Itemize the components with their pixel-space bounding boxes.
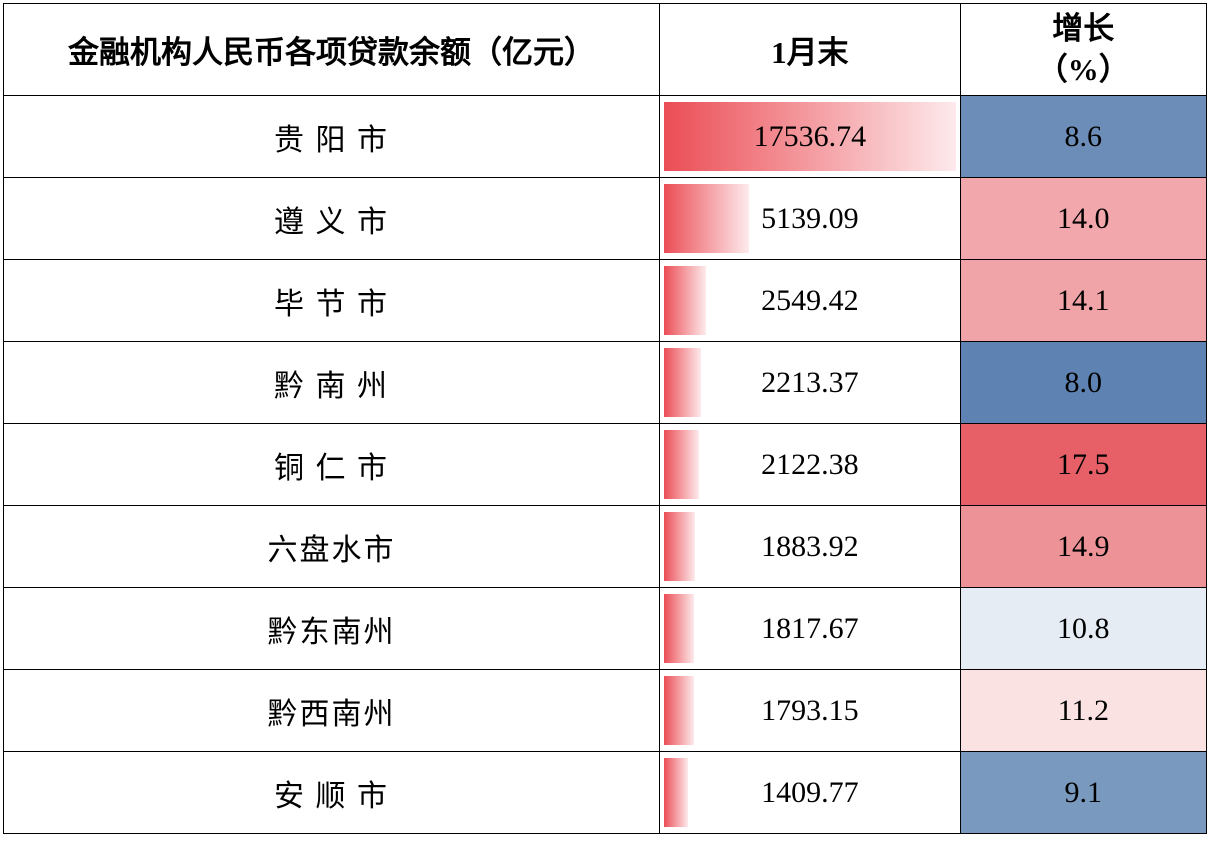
growth-cell: 14.9: [960, 506, 1206, 588]
growth-value-text: 17.5: [1057, 448, 1110, 481]
header-cell-growth: 增长 （%）: [960, 4, 1206, 96]
city-name-cell: 铜 仁 市: [4, 424, 660, 506]
loan-value-cell: 17536.74: [660, 96, 960, 178]
value-bar-wrap: 2549.42: [664, 266, 955, 335]
growth-value-text: 10.8: [1057, 612, 1110, 645]
value-bar-wrap: 1817.67: [664, 594, 955, 663]
growth-value-text: 8.0: [1065, 366, 1103, 399]
loan-balance-table-container: 金融机构人民币各项贷款余额（亿元） 1月末 增长 （%） 贵 阳 市17536.…: [0, 0, 1210, 837]
table-header: 金融机构人民币各项贷款余额（亿元） 1月末 增长 （%）: [4, 4, 1207, 96]
loan-value-text: 2122.38: [664, 448, 955, 482]
value-bar-wrap: 5139.09: [664, 184, 955, 253]
city-name-cell: 安 顺 市: [4, 752, 660, 834]
loan-value-text: 1883.92: [664, 530, 955, 564]
growth-cell: 8.6: [960, 96, 1206, 178]
growth-cell: 17.5: [960, 424, 1206, 506]
city-name-cell: 黔西南州: [4, 670, 660, 752]
growth-value-text: 14.9: [1057, 530, 1110, 563]
value-bar-wrap: 2213.37: [664, 348, 955, 417]
table-row: 贵 阳 市17536.74 8.6: [4, 96, 1207, 178]
city-name-cell: 黔 南 州: [4, 342, 660, 424]
loan-value-text: 17536.74: [664, 120, 955, 154]
table-row: 遵 义 市5139.09 14.0: [4, 178, 1207, 260]
growth-value-text: 11.2: [1058, 694, 1109, 727]
table-row: 黔东南州1817.67 10.8: [4, 588, 1207, 670]
city-name-cell: 黔东南州: [4, 588, 660, 670]
table-body: 贵 阳 市17536.74 8.6 遵 义 市5139.09 14.0 毕 节 市254…: [4, 96, 1207, 834]
loan-value-text: 1817.67: [664, 612, 955, 646]
value-bar-wrap: 17536.74: [664, 102, 955, 171]
loan-value-text: 1409.77: [664, 776, 955, 810]
growth-cell: 8.0: [960, 342, 1206, 424]
loan-value-cell: 2213.37: [660, 342, 960, 424]
table-row: 黔 南 州2213.37 8.0: [4, 342, 1207, 424]
loan-value-cell: 2549.42: [660, 260, 960, 342]
loan-value-cell: 1817.67: [660, 588, 960, 670]
value-bar-wrap: 1793.15: [664, 676, 955, 745]
loan-value-cell: 1793.15: [660, 670, 960, 752]
loan-balance-table: 金融机构人民币各项贷款余额（亿元） 1月末 增长 （%） 贵 阳 市17536.…: [3, 3, 1207, 834]
value-bar-wrap: 2122.38: [664, 430, 955, 499]
city-name-cell: 六盘水市: [4, 506, 660, 588]
header-row: 金融机构人民币各项贷款余额（亿元） 1月末 增长 （%）: [4, 4, 1207, 96]
loan-value-text: 5139.09: [664, 202, 955, 236]
value-bar-wrap: 1409.77: [664, 758, 955, 827]
growth-value-text: 14.0: [1057, 202, 1110, 235]
city-name-cell: 遵 义 市: [4, 178, 660, 260]
growth-value-text: 8.6: [1065, 120, 1103, 153]
loan-value-cell: 2122.38: [660, 424, 960, 506]
header-cell-name: 金融机构人民币各项贷款余额（亿元）: [4, 4, 660, 96]
value-bar-wrap: 1883.92: [664, 512, 955, 581]
growth-value-text: 9.1: [1065, 776, 1103, 809]
table-row: 六盘水市1883.92 14.9: [4, 506, 1207, 588]
loan-value-text: 2549.42: [664, 284, 955, 318]
table-row: 铜 仁 市2122.38 17.5: [4, 424, 1207, 506]
header-cell-value: 1月末: [660, 4, 960, 96]
growth-cell: 14.1: [960, 260, 1206, 342]
growth-value-text: 14.1: [1057, 284, 1110, 317]
loan-value-cell: 1409.77: [660, 752, 960, 834]
header-growth-line2: （%）: [961, 50, 1206, 90]
loan-value-cell: 1883.92: [660, 506, 960, 588]
loan-value-text: 1793.15: [664, 694, 955, 728]
header-growth-line1: 增长: [961, 9, 1206, 49]
table-row: 黔西南州1793.15 11.2: [4, 670, 1207, 752]
growth-cell: 14.0: [960, 178, 1206, 260]
growth-cell: 9.1: [960, 752, 1206, 834]
city-name-cell: 毕 节 市: [4, 260, 660, 342]
growth-cell: 10.8: [960, 588, 1206, 670]
city-name-cell: 贵 阳 市: [4, 96, 660, 178]
table-row: 毕 节 市2549.42 14.1: [4, 260, 1207, 342]
loan-value-text: 2213.37: [664, 366, 955, 400]
table-row: 安 顺 市1409.77 9.1: [4, 752, 1207, 834]
loan-value-cell: 5139.09: [660, 178, 960, 260]
growth-cell: 11.2: [960, 670, 1206, 752]
